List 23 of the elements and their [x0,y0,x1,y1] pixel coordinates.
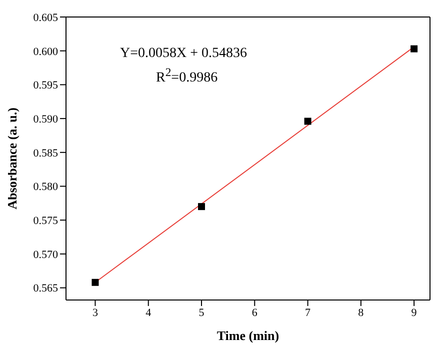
y-tick-label: 0.575 [33,215,58,228]
y-tick-label: 0.565 [33,282,58,295]
y-tick-label: 0.580 [33,181,58,194]
x-tick-label: 5 [198,306,205,319]
y-tick-label: 0.600 [33,46,58,58]
y-tick-label: 0.605 [33,12,58,24]
y-tick-label: 0.590 [33,113,58,126]
point [92,278,99,286]
point [304,118,312,125]
x-tick-label: 7 [305,306,312,319]
x-tick-label: 4 [146,306,152,319]
x-axis-title: Time (min) [216,328,280,343]
point [410,45,418,52]
x-tick-label: 3 [92,306,98,319]
y-tick-label: 0.570 [33,248,58,261]
y-tick-label: 0.585 [33,147,58,160]
x-tick-label: 9 [411,306,418,319]
point [198,203,206,210]
x-tick-label: 8 [358,306,364,319]
y-tick-label: 0.595 [33,80,58,92]
x-tick-label: 6 [252,306,258,319]
annotation: R$^{2}$=0.9986 [156,66,218,87]
annotation: Y=0.0058X + 0.54836 [120,46,248,62]
